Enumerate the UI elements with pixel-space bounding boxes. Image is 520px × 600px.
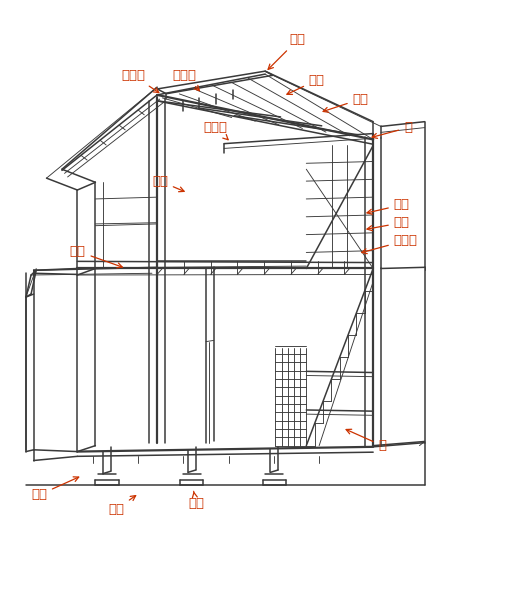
- Text: 野地板: 野地板: [121, 69, 159, 92]
- Text: 胴差: 胴差: [70, 245, 122, 268]
- Text: 垂木: 垂木: [323, 92, 369, 112]
- Text: 母屋: 母屋: [287, 74, 325, 94]
- Text: 胴縁: 胴縁: [367, 199, 410, 214]
- Text: 貫: 貫: [346, 429, 386, 452]
- Text: 大引: 大引: [188, 491, 204, 510]
- Text: 筋違い: 筋違い: [362, 234, 418, 254]
- Text: 根太: 根太: [31, 477, 79, 502]
- Text: 管柱: 管柱: [152, 175, 184, 192]
- Text: 桁: 桁: [372, 121, 412, 139]
- Text: 棟木: 棟木: [268, 33, 306, 70]
- Text: 土台: 土台: [108, 496, 136, 516]
- Text: 小屋梁: 小屋梁: [203, 121, 228, 140]
- Text: 小屋束: 小屋束: [173, 69, 200, 91]
- Text: 間柱: 間柱: [367, 216, 410, 230]
